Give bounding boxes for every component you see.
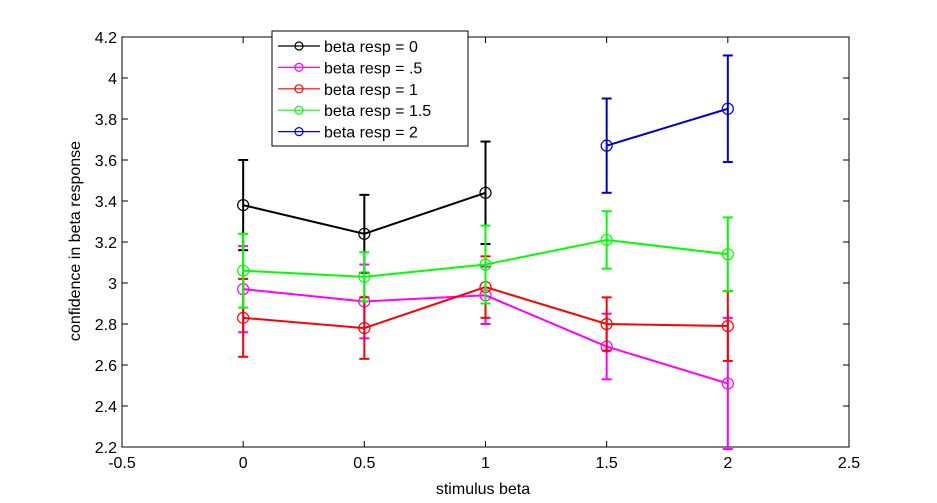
series-layer <box>237 54 734 451</box>
y-tick-label: 2.2 <box>95 440 117 457</box>
y-tick-label: 4.2 <box>95 30 117 47</box>
series <box>237 210 734 309</box>
data-point <box>237 264 250 277</box>
x-tick-label: 1 <box>481 455 490 472</box>
series <box>600 54 734 194</box>
x-tick-label: -0.5 <box>108 455 136 472</box>
x-tick-label: 0.5 <box>353 455 375 472</box>
series-line <box>606 107 729 147</box>
x-tick-label: 1.5 <box>596 455 618 472</box>
y-axis-label: confidence in beta response <box>67 141 84 341</box>
data-point <box>358 270 371 283</box>
data-point <box>479 186 492 199</box>
data-point <box>721 377 734 390</box>
y-tick-label: 2.6 <box>95 358 117 375</box>
legend-entry: beta resp = 2 <box>324 125 418 142</box>
x-tick-label: 2.5 <box>838 455 860 472</box>
data-point <box>237 199 250 212</box>
legend: beta resp = 0 beta resp = .5 beta resp = 1… <box>271 30 469 147</box>
x-tick-label: 0 <box>239 455 248 472</box>
legend-entry: beta resp = 1.5 <box>324 103 431 120</box>
legend-marker <box>294 127 304 137</box>
legend-marker <box>294 62 304 73</box>
y-tick-label: 3 <box>108 276 117 293</box>
data-point <box>721 248 734 261</box>
y-tick-label: 2.4 <box>95 399 117 416</box>
data-point <box>721 319 734 333</box>
data-point <box>600 233 613 247</box>
y-tick-label: 4 <box>108 71 117 88</box>
data-point <box>721 102 734 115</box>
data-point <box>479 258 492 271</box>
data-point <box>600 139 613 152</box>
data-point <box>237 311 250 324</box>
y-tick-label: 3.2 <box>95 235 117 252</box>
legend-marker <box>294 105 304 115</box>
x-axis-label: stimulus beta <box>436 481 530 498</box>
y-tick-label: 2.8 <box>95 317 117 334</box>
y-tick-label: 3.8 <box>95 112 117 129</box>
legend-marker <box>294 41 304 51</box>
x-tick-label: 2 <box>723 455 732 472</box>
y-tick-label: 3.4 <box>95 194 117 211</box>
legend-entry: beta resp = .5 <box>324 60 422 77</box>
x-axis: -0.5 0 0.5 1 1.5 2 2.5 <box>108 37 860 472</box>
data-point <box>358 227 371 240</box>
legend-marker <box>294 84 304 94</box>
y-axis: 2.2 2.4 2.6 2.8 3 3.2 3.4 3.6 3.8 4 4.2 <box>95 30 849 457</box>
data-point <box>358 322 371 335</box>
legend-entry: beta resp = 0 <box>324 39 418 56</box>
legend-entry: beta resp = 1 <box>324 82 418 99</box>
y-tick-label: 3.6 <box>95 153 117 170</box>
data-point <box>600 317 613 331</box>
